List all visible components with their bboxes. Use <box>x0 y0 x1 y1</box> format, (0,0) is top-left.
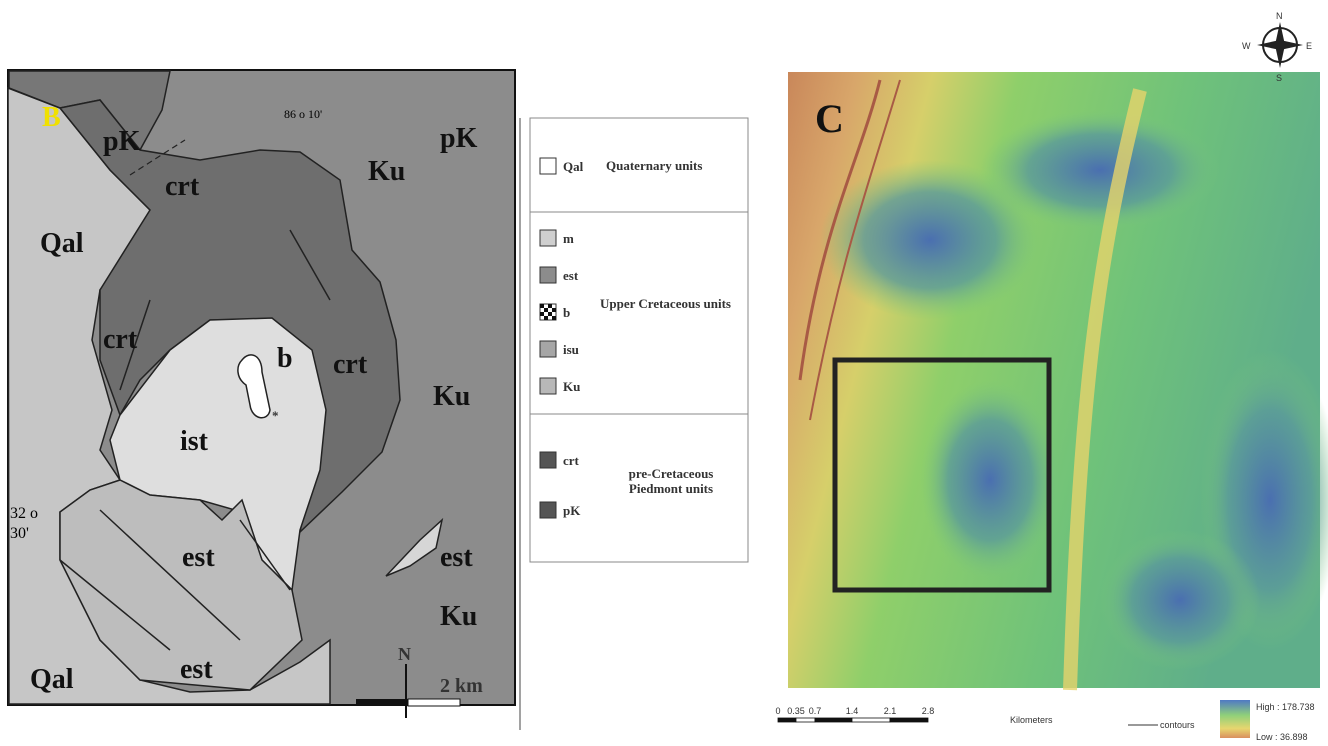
legend-item: est <box>563 268 579 283</box>
compass-label: S <box>1276 73 1282 83</box>
elevation-high <box>1100 530 1260 670</box>
panel-b: B pK pK crt Ku Qal crt b crt Ku ist est … <box>8 70 515 718</box>
panel-label: C <box>815 96 844 141</box>
compass-label: N <box>1276 11 1283 21</box>
legend-swatch <box>540 341 556 357</box>
scale-segment <box>852 718 890 722</box>
unit-label: pK <box>440 123 478 154</box>
unit-label: crt <box>165 171 200 202</box>
scale-tick-label: 1.4 <box>846 706 859 716</box>
scale-bar <box>356 699 408 706</box>
legend-item: Ku <box>563 379 580 394</box>
legend-swatch <box>540 158 556 174</box>
unit-label: crt <box>333 349 368 380</box>
legend-swatch <box>540 452 556 468</box>
unit-label: Qal <box>30 664 74 695</box>
unit-label: est <box>182 542 215 573</box>
legend-item: pK <box>563 503 581 518</box>
elevation-high <box>980 110 1220 230</box>
contour-legend-label: contours <box>1160 720 1195 730</box>
legend-group-title: Quaternary units <box>606 158 702 173</box>
legend-swatch <box>540 267 556 283</box>
scale-segment <box>815 718 852 722</box>
legend-group-title: pre-Cretaceous Piedmont units <box>606 466 736 496</box>
scale-tick-label: 2.8 <box>922 706 935 716</box>
unit-label: est <box>180 654 213 685</box>
scale-segment <box>890 718 928 722</box>
legend: Qal Quaternary units m est b isu Ku Uppe… <box>530 118 748 562</box>
scale-tick-label: 2.1 <box>884 706 897 716</box>
legend-group-title: Upper Cretaceous units <box>600 296 740 311</box>
legend-swatch <box>540 502 556 518</box>
legend-swatch <box>540 230 556 246</box>
legend-item: m <box>563 231 574 246</box>
figure: B pK pK crt Ku Qal crt b crt Ku ist est … <box>0 0 1328 746</box>
elevation-high-label: High : 178.738 <box>1256 702 1315 712</box>
scale-tick-label: 0.7 <box>809 706 822 716</box>
scale-segment <box>778 718 796 722</box>
legend-title-box: Upper Cretaceous units <box>600 296 740 336</box>
elevation-swatch <box>1220 700 1250 738</box>
scale-segment <box>796 718 815 722</box>
compass-label: E <box>1306 41 1312 51</box>
unit-label: Ku <box>440 601 477 632</box>
elevation-low-label: Low : 36.898 <box>1256 732 1308 742</box>
unit-label: Qal <box>40 228 84 259</box>
compass-star <box>1257 22 1303 68</box>
unit-label: Ku <box>368 156 405 187</box>
legend-title-box: pre-Cretaceous Piedmont units <box>606 466 736 506</box>
sample-mark: * <box>272 408 279 423</box>
unit-label: pK <box>103 126 141 157</box>
scale-bar: 0 0.35 0.7 1.4 2.1 2.8 <box>775 706 934 722</box>
legend-item: crt <box>563 453 580 468</box>
legend-item: isu <box>563 342 579 357</box>
scale-unit: Kilometers <box>1010 715 1053 725</box>
compass-label: W <box>1242 41 1251 51</box>
scale-tick-label: 0.35 <box>787 706 805 716</box>
scale-tick-label: 0 <box>775 706 780 716</box>
coordinate: 86 o 10' <box>284 107 322 121</box>
scale-bar <box>408 699 460 706</box>
legend-item: b <box>563 305 570 320</box>
panel-label: B <box>42 102 61 133</box>
unit-label: b <box>277 343 293 374</box>
coordinate: 30' <box>10 525 29 542</box>
unit-label: Ku <box>433 381 470 412</box>
unit-label: ist <box>180 426 209 457</box>
unit-label: est <box>440 542 473 573</box>
legend-swatch <box>540 378 556 394</box>
north-label: N <box>398 644 411 664</box>
coordinate: 32 o <box>10 505 38 522</box>
legend-item: Qal <box>563 159 584 174</box>
elevation-high <box>920 380 1060 580</box>
unit-label: crt <box>103 324 138 355</box>
scale-label: 2 km <box>440 675 483 697</box>
